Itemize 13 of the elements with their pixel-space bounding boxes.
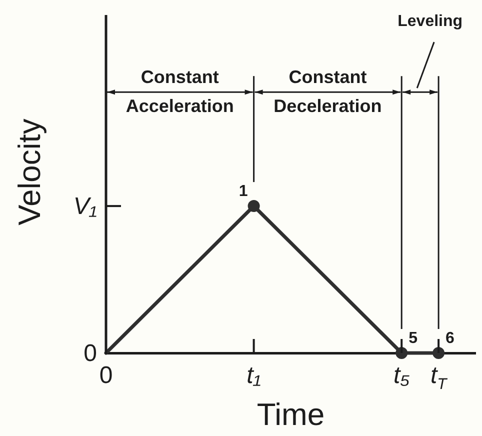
text: V₁ — [73, 193, 97, 220]
annotation: 1 — [238, 183, 248, 200]
x-axis-title: Time — [256, 397, 325, 432]
x-tick-label: t₁ — [246, 362, 261, 389]
x-tick-label: 0 — [99, 362, 113, 389]
text: 0 — [84, 340, 98, 367]
text: Leveling — [398, 13, 463, 30]
text: Constant Deceleration — [274, 67, 382, 116]
x-tick-label: t₅ — [393, 362, 410, 389]
annotation: 5 — [408, 330, 418, 347]
annotation: 6 — [446, 330, 455, 347]
y-axis-title: Velocity — [12, 118, 47, 226]
text: Constant Acceleration — [126, 67, 234, 116]
